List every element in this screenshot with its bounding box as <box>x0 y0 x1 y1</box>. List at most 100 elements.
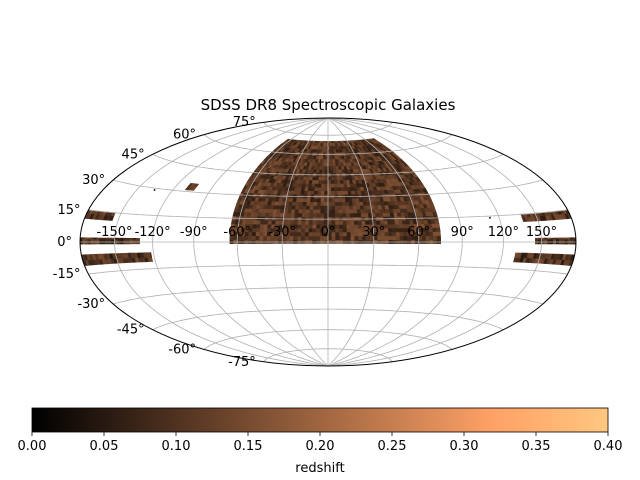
footprint-cell <box>364 220 370 225</box>
parallel-line <box>88 264 568 275</box>
footprint-cell <box>433 215 439 220</box>
footprint-cell <box>316 209 322 214</box>
footprint-cell <box>388 235 393 240</box>
footprint-cell <box>322 158 326 163</box>
footprint-west-stripe-lower <box>81 252 154 267</box>
footprint-cell <box>395 231 401 237</box>
footprint-cell <box>570 238 574 245</box>
footprint-cell <box>388 231 393 237</box>
footprint-cell <box>435 223 441 228</box>
footprint-cell <box>346 220 351 225</box>
footprint-cell <box>331 220 336 225</box>
parallel-line <box>113 179 543 197</box>
footprint-cell <box>335 220 340 225</box>
footprint-cell <box>136 237 141 240</box>
footprint-cell <box>371 138 377 141</box>
footprint-cell <box>313 205 318 210</box>
footprint-cell <box>263 231 268 237</box>
footprint-cell <box>82 237 86 240</box>
footprint-cell <box>297 231 302 237</box>
footprint-cell <box>312 227 317 233</box>
footprint-cell <box>384 235 390 240</box>
galaxy-point <box>153 188 156 191</box>
footprint-cell <box>342 231 348 237</box>
footprint-cell <box>259 227 265 233</box>
latitude-tick-label: 45° <box>122 147 145 162</box>
footprint-cell <box>324 165 329 170</box>
footprint-cell <box>567 237 571 240</box>
footprint-cell <box>323 209 329 214</box>
footprint-cell <box>312 209 318 214</box>
footprint-cell <box>350 220 355 225</box>
latitude-tick-label: -45° <box>117 323 145 338</box>
footprint-cell <box>327 212 333 218</box>
footprint-cell <box>290 212 296 217</box>
footprint-cell <box>304 227 310 233</box>
footprint-cell <box>321 176 326 181</box>
footprint-cell <box>341 205 347 210</box>
footprint-cell <box>322 162 326 167</box>
footprint-cell <box>252 227 257 233</box>
footprint-cell <box>327 176 332 181</box>
footprint-cell <box>87 237 92 240</box>
latitude-tick-labels: 75° 60° 45° 30°15° 0° -15° -30° -45° -60° -75° <box>53 115 256 370</box>
footprint-cell <box>324 179 329 184</box>
footprint-cell <box>90 238 95 245</box>
footprint-cell <box>312 231 317 237</box>
footprint-west-stripe-mid <box>80 237 141 245</box>
footprint-cell <box>308 220 314 225</box>
footprint-cell <box>327 220 333 225</box>
footprint-cell <box>436 231 441 236</box>
footprint-cell <box>342 227 348 233</box>
footprint-cell <box>324 176 329 181</box>
footprint-cell <box>366 145 374 150</box>
footprint-cell <box>330 179 335 184</box>
footprint-cell <box>302 201 308 206</box>
footprint-cell <box>193 183 200 187</box>
latitude-tick-label: 75° <box>233 115 256 130</box>
footprint-cell <box>312 235 317 240</box>
footprint-cell <box>324 205 329 210</box>
latitude-tick-label: 60° <box>173 128 196 143</box>
footprint-cell <box>297 220 303 225</box>
footprint-cell <box>357 220 363 225</box>
footprint-cell <box>345 212 351 218</box>
latitude-tick-label: 30° <box>82 173 105 188</box>
footprint-cell <box>82 238 86 245</box>
footprint-cell <box>300 235 306 240</box>
footprint-cell <box>327 179 332 184</box>
footprint-cell <box>255 231 261 237</box>
footprint-cell <box>395 235 401 240</box>
footprint-cell <box>330 186 335 191</box>
footprint-cell <box>327 190 332 195</box>
footprint-cell <box>354 235 359 240</box>
footprint-cell <box>321 179 326 184</box>
footprint-cell <box>275 220 280 225</box>
footprint-cell <box>356 212 362 217</box>
footprint-cell <box>353 212 358 218</box>
footprint-cell <box>561 237 566 240</box>
colorbar-tick-label: 0.10 <box>162 439 191 454</box>
footprint-cell <box>317 190 322 195</box>
footprint-cell <box>301 224 306 229</box>
footprint-cell <box>314 183 319 188</box>
footprint-cell <box>327 201 332 206</box>
footprint-cell <box>392 235 397 240</box>
footprint-cell <box>318 179 323 184</box>
footprint-cell <box>350 231 356 237</box>
footprint-cell <box>335 227 340 233</box>
footprint-cell <box>320 205 325 210</box>
footprint-cell <box>339 235 344 240</box>
footprint-cell <box>324 190 329 195</box>
latitude-tick-label: -60° <box>168 342 196 357</box>
footprint-cell <box>387 227 393 233</box>
colorbar-gradient <box>31 407 609 433</box>
footprint-west-stripe-upper <box>84 209 116 221</box>
longitude-tick-label: -120° <box>135 225 171 240</box>
map-boundary <box>79 117 577 367</box>
footprint-isolated-patch <box>184 182 200 191</box>
footprint-cell <box>361 220 366 225</box>
footprint-cell <box>330 183 335 188</box>
longitude-tick-labels: -150° -120° -90° -60° -30° 0° 30° 60° 90° 120° 150… <box>96 225 557 240</box>
footprint-cell <box>345 205 351 210</box>
